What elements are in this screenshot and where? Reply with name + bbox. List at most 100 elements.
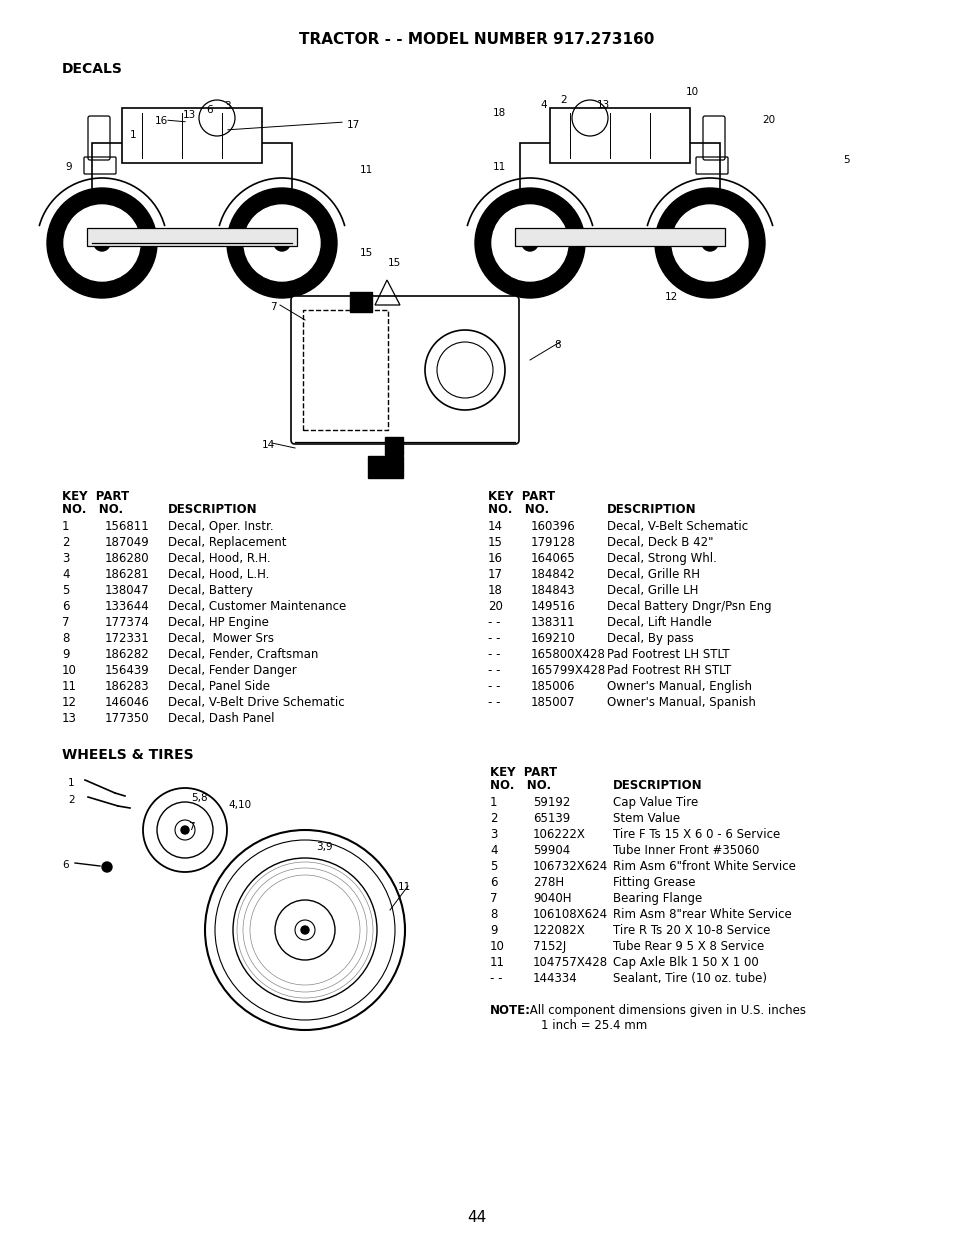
- Text: 186282: 186282: [105, 648, 150, 661]
- Text: 122082X: 122082X: [533, 924, 585, 937]
- Text: 3,9: 3,9: [315, 842, 333, 852]
- Text: 9: 9: [65, 162, 71, 172]
- Text: 2: 2: [559, 95, 566, 105]
- Text: 17: 17: [347, 120, 360, 130]
- Text: - -: - -: [488, 680, 500, 693]
- Text: Owner's Manual, English: Owner's Manual, English: [606, 680, 751, 693]
- Text: Decal, Dash Panel: Decal, Dash Panel: [168, 713, 274, 725]
- Text: 186283: 186283: [105, 680, 150, 693]
- Circle shape: [94, 235, 110, 251]
- Text: 165800X428: 165800X428: [531, 648, 605, 661]
- Text: 10: 10: [685, 86, 699, 98]
- Text: 11: 11: [397, 882, 411, 892]
- Text: - -: - -: [488, 648, 500, 661]
- Circle shape: [274, 235, 290, 251]
- Text: 20: 20: [761, 115, 774, 125]
- Text: 3: 3: [224, 101, 231, 111]
- Text: Decal, Oper. Instr.: Decal, Oper. Instr.: [168, 520, 274, 534]
- Text: 18: 18: [488, 584, 502, 597]
- Text: 6: 6: [62, 600, 70, 613]
- Text: KEY  PART: KEY PART: [488, 490, 555, 503]
- Text: 6: 6: [62, 860, 69, 869]
- Text: 3: 3: [490, 827, 497, 841]
- Text: Decal, Fender Danger: Decal, Fender Danger: [168, 664, 296, 677]
- Text: DESCRIPTION: DESCRIPTION: [613, 779, 702, 792]
- Text: 9: 9: [490, 924, 497, 937]
- Bar: [350, 291, 372, 312]
- Text: DESCRIPTION: DESCRIPTION: [168, 503, 257, 516]
- Circle shape: [492, 205, 567, 282]
- Text: Sealant, Tire (10 oz. tube): Sealant, Tire (10 oz. tube): [613, 972, 766, 986]
- Text: Decal, Fender, Craftsman: Decal, Fender, Craftsman: [168, 648, 318, 661]
- Text: - -: - -: [488, 632, 500, 645]
- Text: 10: 10: [62, 664, 77, 677]
- Text: 15: 15: [388, 258, 401, 268]
- Text: 14: 14: [262, 440, 275, 450]
- Text: Decal, By pass: Decal, By pass: [606, 632, 693, 645]
- Text: 169210: 169210: [531, 632, 576, 645]
- Text: 106732X624: 106732X624: [533, 860, 608, 873]
- FancyBboxPatch shape: [515, 228, 724, 246]
- Text: KEY  PART: KEY PART: [62, 490, 129, 503]
- Text: 146046: 146046: [105, 697, 150, 709]
- Text: 13: 13: [597, 100, 610, 110]
- Text: 11: 11: [493, 162, 506, 172]
- Text: 149516: 149516: [531, 600, 576, 613]
- Text: 177350: 177350: [105, 713, 150, 725]
- Circle shape: [521, 235, 537, 251]
- Text: 11: 11: [62, 680, 77, 693]
- Text: All component dimensions given in U.S. inches
    1 inch = 25.4 mm: All component dimensions given in U.S. i…: [525, 1004, 805, 1032]
- Text: 8: 8: [554, 340, 560, 350]
- Text: Decal, Hood, R.H.: Decal, Hood, R.H.: [168, 552, 271, 564]
- Text: Tire R Ts 20 X 10-8 Service: Tire R Ts 20 X 10-8 Service: [613, 924, 770, 937]
- Text: 156811: 156811: [105, 520, 150, 534]
- Text: 1: 1: [490, 797, 497, 809]
- Text: Bearing Flange: Bearing Flange: [613, 892, 701, 905]
- Text: - -: - -: [488, 697, 500, 709]
- Text: 278H: 278H: [533, 876, 563, 889]
- Text: Decal, Grille LH: Decal, Grille LH: [606, 584, 698, 597]
- Text: 106222X: 106222X: [533, 827, 585, 841]
- Text: 8: 8: [490, 908, 497, 921]
- Text: 144334: 144334: [533, 972, 578, 986]
- Text: Cap Axle Blk 1 50 X 1 00: Cap Axle Blk 1 50 X 1 00: [613, 956, 758, 969]
- Text: Rim Asm 8"rear White Service: Rim Asm 8"rear White Service: [613, 908, 791, 921]
- Text: 156439: 156439: [105, 664, 150, 677]
- Text: 1: 1: [62, 520, 70, 534]
- Text: DECALS: DECALS: [62, 62, 123, 77]
- Text: TRACTOR - - MODEL NUMBER 917.273160: TRACTOR - - MODEL NUMBER 917.273160: [299, 32, 654, 47]
- Text: 179128: 179128: [531, 536, 576, 550]
- Text: 185007: 185007: [531, 697, 575, 709]
- Text: 1: 1: [130, 130, 136, 140]
- Text: Decal Battery Dngr/Psn Eng: Decal Battery Dngr/Psn Eng: [606, 600, 771, 613]
- Text: 15: 15: [359, 248, 373, 258]
- Text: 5,8: 5,8: [191, 793, 208, 803]
- Text: 6: 6: [490, 876, 497, 889]
- Text: Pad Footrest LH STLT: Pad Footrest LH STLT: [606, 648, 729, 661]
- Text: 186281: 186281: [105, 568, 150, 580]
- Text: DESCRIPTION: DESCRIPTION: [606, 503, 696, 516]
- Text: Decal,  Mower Srs: Decal, Mower Srs: [168, 632, 274, 645]
- Text: Tube Inner Front #35060: Tube Inner Front #35060: [613, 844, 759, 857]
- Text: 17: 17: [488, 568, 502, 580]
- Circle shape: [244, 205, 319, 282]
- Circle shape: [102, 862, 112, 872]
- Text: Decal, V-Belt Drive Schematic: Decal, V-Belt Drive Schematic: [168, 697, 344, 709]
- Text: Decal, HP Engine: Decal, HP Engine: [168, 616, 269, 629]
- Text: 133644: 133644: [105, 600, 150, 613]
- Circle shape: [301, 926, 309, 934]
- Text: 65139: 65139: [533, 811, 570, 825]
- Text: 13: 13: [183, 110, 196, 120]
- Text: Tire F Ts 15 X 6 0 - 6 Service: Tire F Ts 15 X 6 0 - 6 Service: [613, 827, 780, 841]
- Text: 5: 5: [62, 584, 70, 597]
- Text: NO.   NO.: NO. NO.: [488, 503, 549, 516]
- Text: 186280: 186280: [105, 552, 150, 564]
- FancyBboxPatch shape: [291, 296, 518, 445]
- Text: 4,10: 4,10: [228, 800, 251, 810]
- Circle shape: [671, 205, 747, 282]
- Text: 172331: 172331: [105, 632, 150, 645]
- FancyBboxPatch shape: [122, 107, 262, 163]
- Text: 1: 1: [68, 778, 74, 788]
- Text: - -: - -: [490, 972, 502, 986]
- Text: Decal, V-Belt Schematic: Decal, V-Belt Schematic: [606, 520, 747, 534]
